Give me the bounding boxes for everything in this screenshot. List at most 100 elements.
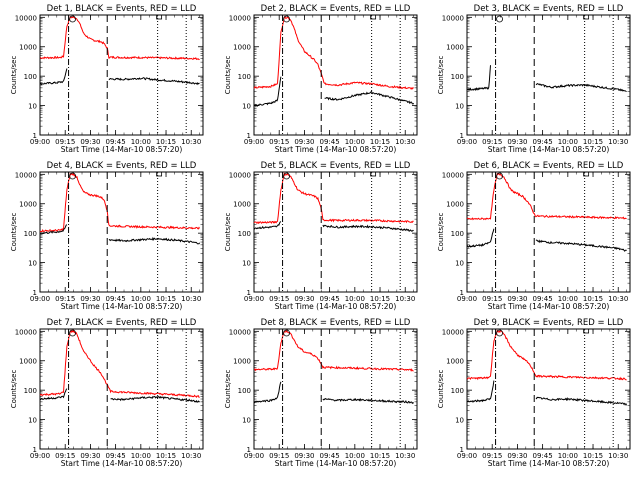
x-tick-label: 10:30: [395, 295, 415, 303]
x-tick-label: 09:30: [294, 138, 314, 146]
y-tick-label: 100: [24, 230, 37, 238]
bracket-marker: [583, 171, 590, 177]
y-axis-label: Counts/sec: [10, 370, 18, 409]
bracket-marker: [583, 328, 590, 334]
x-tick-label: 10:00: [558, 452, 578, 460]
y-tick-label: 1000: [19, 201, 37, 209]
bracket-marker: [370, 171, 377, 177]
y-tick-label: 1000: [233, 358, 251, 366]
chart-panel-3: Det 3, BLACK = Events, RED = LLD 1 10 100 10…: [437, 4, 631, 154]
x-tick-label: 09:30: [80, 452, 100, 460]
y-tick-label: 100: [451, 230, 464, 238]
y-axis-label: Counts/sec: [10, 56, 18, 95]
y-tick-label: 10: [242, 260, 251, 268]
x-tick-label: 09:30: [294, 452, 314, 460]
plot-frame: [39, 14, 204, 136]
x-tick-label: 09:45: [320, 452, 340, 460]
y-axis-label: Counts/sec: [224, 56, 232, 95]
circle-marker: [496, 172, 503, 180]
x-tick-label: 10:15: [156, 138, 176, 146]
red-series-line: [39, 15, 200, 61]
x-axis-label: Start Time (14-Mar-10 08:57:20): [488, 459, 610, 468]
x-tick-label: 09:15: [55, 295, 75, 303]
plot-frame: [253, 328, 418, 450]
x-tick-label: 09:30: [507, 295, 527, 303]
x-tick-label: 10:00: [345, 138, 365, 146]
red-series-line: [253, 329, 414, 372]
y-axis-label: Counts/sec: [437, 56, 445, 95]
x-axis-label: Start Time (14-Mar-10 08:57:20): [275, 302, 397, 311]
x-tick-label: 10:00: [345, 452, 365, 460]
x-tick-label: 09:45: [320, 295, 340, 303]
x-tick-label: 09:15: [269, 452, 289, 460]
circle-marker: [69, 329, 76, 337]
red-series-line: [39, 172, 201, 233]
x-tick-label: 09:15: [482, 138, 502, 146]
x-tick-label: 09:45: [533, 295, 553, 303]
x-tick-label: 09:00: [30, 138, 50, 146]
y-tick-label: 1: [460, 446, 464, 454]
plot-frame: [466, 14, 631, 136]
circle-marker: [496, 329, 503, 337]
black-series-line: [253, 221, 414, 232]
chart-title: Det 6, BLACK = Events, RED = LLD: [474, 161, 624, 171]
y-tick-label: 1: [460, 132, 464, 140]
circle-marker: [283, 172, 290, 180]
x-tick-label: 10:15: [583, 295, 603, 303]
y-tick-label: 1000: [446, 44, 464, 52]
y-tick-label: 100: [24, 73, 37, 81]
y-tick-label: 10000: [442, 328, 464, 336]
y-tick-label: 100: [451, 73, 464, 81]
x-tick-label: 10:30: [395, 452, 415, 460]
x-tick-label: 09:45: [533, 138, 553, 146]
x-tick-label: 10:15: [370, 138, 390, 146]
circle-marker: [69, 15, 76, 23]
y-tick-label: 1: [247, 289, 251, 297]
x-tick-label: 09:30: [80, 138, 100, 146]
y-tick-label: 10000: [229, 171, 251, 179]
x-tick-label: 09:00: [244, 452, 264, 460]
y-tick-label: 10000: [15, 14, 37, 22]
y-tick-label: 10000: [229, 328, 251, 336]
x-axis-label: Start Time (14-Mar-10 08:57:20): [61, 302, 183, 311]
black-series-line: [466, 65, 627, 92]
x-tick-label: 09:45: [106, 138, 126, 146]
x-tick-label: 09:00: [457, 295, 477, 303]
red-series-line: [253, 15, 414, 90]
y-tick-label: 10: [242, 103, 251, 111]
chart-title: Det 7, BLACK = Events, RED = LLD: [47, 318, 197, 328]
x-tick-label: 09:15: [482, 452, 502, 460]
black-series-line: [466, 228, 627, 252]
y-tick-label: 100: [451, 387, 464, 395]
x-tick-label: 09:15: [55, 452, 75, 460]
y-axis-label: Counts/sec: [224, 213, 232, 252]
y-tick-label: 1: [247, 446, 251, 454]
black-series-line: [253, 76, 415, 107]
y-tick-label: 1: [33, 446, 37, 454]
black-series-line: [253, 381, 414, 405]
red-series-line: [39, 329, 200, 398]
y-tick-label: 1: [33, 289, 37, 297]
chart-title: Det 3, BLACK = Events, RED = LLD: [474, 4, 624, 14]
chart-panel-6: Det 6, BLACK = Events, RED = LLD 1 10 100 10…: [437, 161, 631, 311]
y-tick-label: 100: [238, 387, 251, 395]
black-series-line: [39, 68, 200, 86]
x-tick-label: 09:30: [294, 295, 314, 303]
x-tick-label: 10:30: [608, 295, 628, 303]
y-tick-label: 1: [247, 132, 251, 140]
x-tick-label: 10:30: [181, 295, 201, 303]
x-tick-label: 09:00: [30, 295, 50, 303]
x-tick-label: 09:00: [457, 452, 477, 460]
chart-title: Det 2, BLACK = Events, RED = LLD: [261, 4, 411, 14]
chart-panel-8: Det 8, BLACK = Events, RED = LLD 1 10 100 10…: [224, 318, 418, 468]
x-tick-label: 09:00: [457, 138, 477, 146]
x-tick-label: 09:45: [106, 452, 126, 460]
x-tick-label: 10:15: [583, 452, 603, 460]
y-tick-label: 100: [238, 73, 251, 81]
x-tick-label: 10:00: [345, 295, 365, 303]
y-tick-label: 10: [455, 417, 464, 425]
circle-marker: [69, 172, 76, 180]
y-tick-label: 1000: [446, 201, 464, 209]
x-tick-label: 10:30: [181, 452, 201, 460]
